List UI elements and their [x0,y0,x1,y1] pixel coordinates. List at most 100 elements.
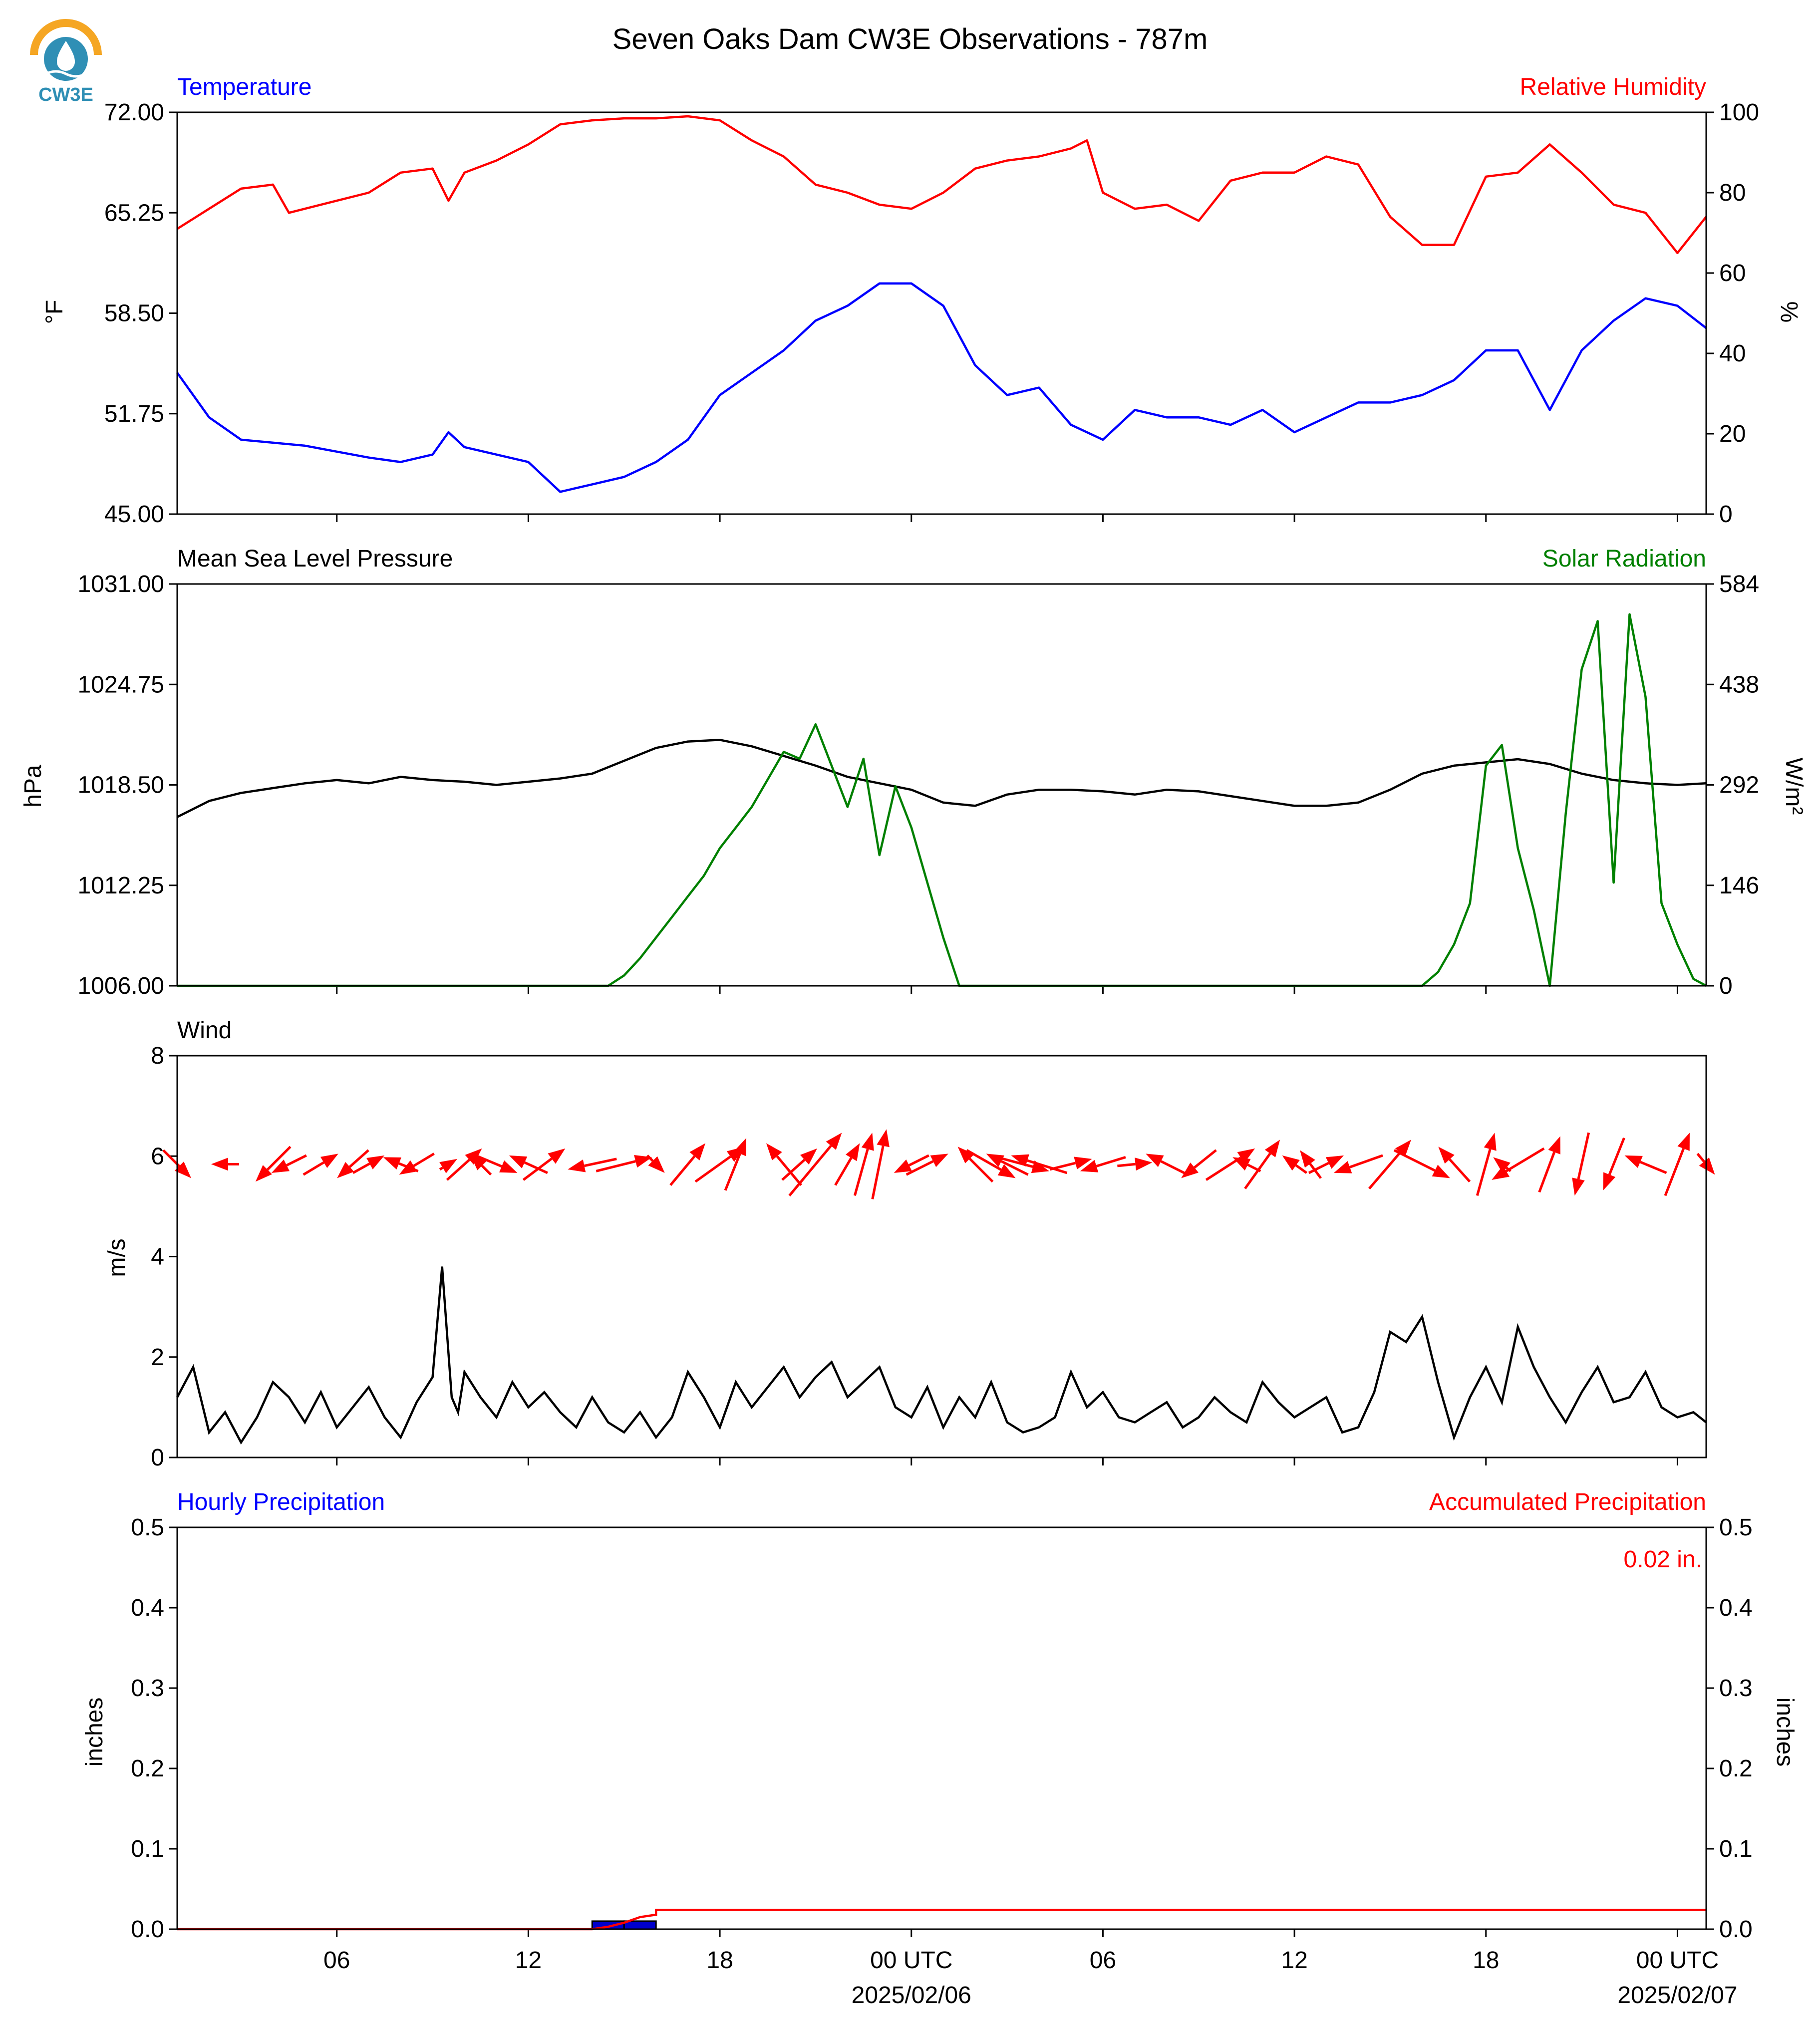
wind-vector-shaft [694,1156,731,1183]
logo-text: CW3E [38,84,93,105]
x-tick-label: 18 [1473,1947,1499,1974]
x-tick-label: 00 UTC [870,1947,952,1974]
wind-vector-head [800,1148,817,1165]
wind-vector-head [1624,1155,1643,1168]
wind-vector-head [1492,1165,1510,1180]
wind-vector-shaft [1160,1160,1189,1176]
y-tick-label-left: 1018.50 [77,772,164,799]
wind-vector-head [634,1155,652,1168]
wind-vector-head [439,1159,458,1173]
wind-vector-head [689,1143,706,1160]
solar-unit-label: W/m² [1781,758,1807,815]
wind-vector-shaft [522,1158,553,1181]
wind-vector-head [861,1133,874,1151]
figure-title: Seven Oaks Dam CW3E Observations - 787m [612,23,1208,55]
wind-vector-head [1237,1148,1255,1163]
wind-vector-head [1074,1157,1092,1169]
precip-unit-label-right: inches [1772,1698,1798,1767]
temperature-plot-area: 45.00 51.75 58.50 65.25 72.00 0 20 40 60 80 100 [104,99,1759,528]
x-date-label: 2025/02/06 [852,1982,971,2009]
y-tick-label-left: 72.00 [104,99,164,126]
panel-wind: Wind m/s 0 2 4 6 8 [104,1017,1715,1471]
x-tick-label: 06 [1090,1947,1116,1974]
wind-vector-arrow [1572,1132,1590,1196]
wind-vector-shaft [966,1149,1002,1171]
wind-vector-arrow [957,1147,994,1183]
wind-vector-arrow [1011,1154,1068,1174]
wind-vector-arrow [399,1153,435,1175]
y-tick-label-right: 292 [1719,772,1759,799]
wind-vector-arrow [337,1149,369,1178]
precip-plot-area: 0.0 0.1 0.2 0.3 0.4 0.5 0.0 0.1 0.2 0.3 0.4 0.5 06 12… [131,1514,1752,2009]
temperature-unit-label: °F [41,300,68,324]
wind-vector-head [271,1159,290,1173]
wind-vector-arrow [1492,1147,1545,1180]
wind-vector-head [1232,1157,1251,1171]
wind-vector-shaft [1308,1161,1329,1174]
wind-vector-head [1146,1154,1164,1167]
y-tick-label-right: 0.1 [1719,1836,1753,1862]
x-tick-label: 00 UTC [1636,1947,1719,1974]
wind-vector-arrow [1300,1150,1322,1179]
wind-vector-arrow [1205,1148,1255,1181]
wind-vector-shaft [1349,1154,1383,1168]
wind-vector-arrow [1624,1155,1667,1174]
wind-vector-shaft [834,1157,853,1186]
wind-vector-head [337,1162,354,1178]
wind-vector-head [1011,1154,1029,1167]
wind-vector-arrow [352,1155,385,1174]
wind-vector-shaft [1194,1149,1217,1169]
wind-vector-shaft [1117,1162,1136,1167]
wind-vector-arrow [211,1158,239,1171]
wind-vector-shaft [1538,1152,1556,1193]
wind-vector-head [1603,1172,1616,1190]
series-line-1 [176,115,1707,255]
wind-vector-arrow [470,1154,492,1176]
wind-vector-shaft [303,1161,324,1176]
wind-vector-shaft [1205,1157,1241,1181]
wind-vector-head [211,1158,228,1171]
wind-vector-shaft [724,1153,741,1191]
cw3e-logo: CW3E [20,15,115,105]
wind-vector-head [734,1138,747,1157]
y-tick-label-left: 0.5 [131,1514,164,1541]
y-tick-label-right: 80 [1719,180,1746,206]
pressure-title: Mean Sea Level Pressure [177,546,453,572]
wind-vector-shaft [776,1155,802,1186]
wind-vector-shaft [1577,1132,1590,1179]
wind-vector-arrow [1308,1155,1344,1174]
wind-vector-head [826,1133,842,1150]
x-tick-label: 06 [323,1947,350,1974]
panel-frame [176,111,1707,515]
wind-vector-shaft [267,1146,292,1171]
wind-vector-arrow [509,1155,548,1174]
wind-vector-head [568,1159,586,1172]
wind-vector-shaft [1506,1147,1545,1172]
panel-frame [176,1055,1707,1458]
y-tick-label-right: 0.2 [1719,1755,1753,1782]
wind-vector-head [1484,1133,1497,1151]
logo-wave [45,70,87,78]
y-tick-label-right: 438 [1719,671,1759,698]
wind-vector-arrow [1333,1154,1383,1173]
wind-vector-arrow [766,1143,802,1186]
y-tick-label-left: 4 [151,1244,164,1270]
wind-vector-shaft [1368,1152,1401,1189]
wind-vector-arrow [871,1129,890,1199]
wind-vector-arrow [646,1155,665,1173]
logo-drop-icon [57,41,75,71]
wind-vector-head [366,1155,385,1169]
wind-vector-arrow [853,1133,874,1196]
x-tick-label: 12 [515,1947,542,1974]
solar-title: Solar Radiation [1542,546,1706,572]
panel-frame [176,1526,1707,1930]
y-tick-label-left: 6 [151,1143,164,1169]
wind-vector-shaft [1449,1158,1471,1183]
wind-vector-shaft [1295,1164,1308,1174]
wind-vector-head [255,1165,273,1182]
wind-vector-shaft [481,1164,492,1176]
wind-vector-shaft [1096,1156,1126,1167]
wind-vector-arrow [1232,1157,1261,1172]
y-tick-label-left: 1012.25 [77,872,164,899]
